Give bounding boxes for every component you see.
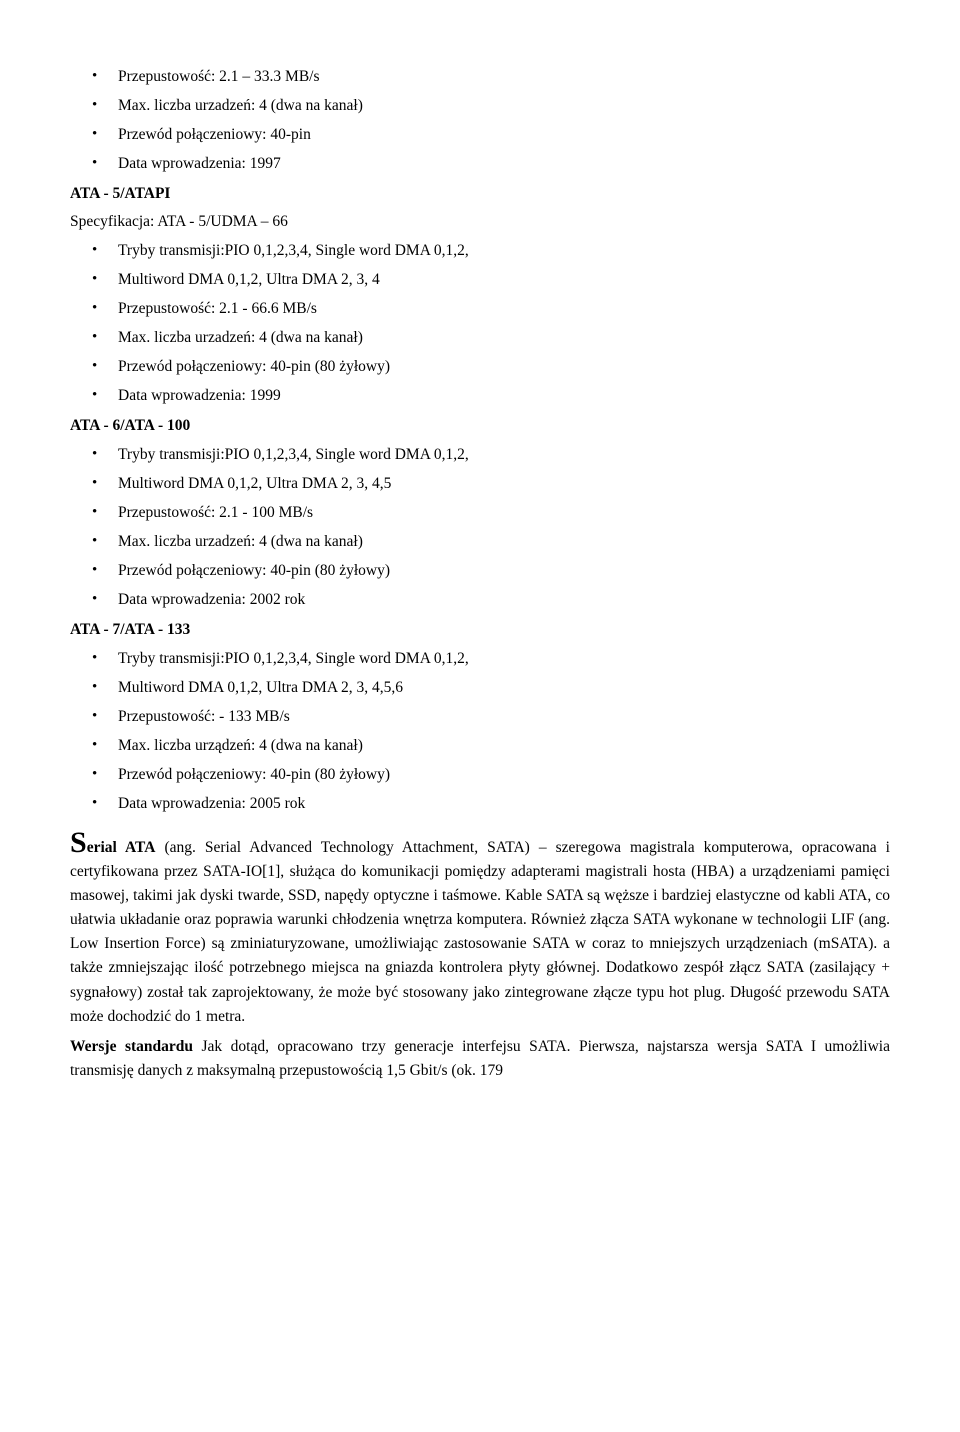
- list-item: Przepustowość: 2.1 – 33.3 MB/s: [70, 65, 890, 89]
- list-item: Przewód połączeniowy: 40-pin: [70, 123, 890, 147]
- list-item: Data wprowadzenia: 1999: [70, 384, 890, 408]
- list-item: Przewód połączeniowy: 40-pin (80 żyłowy): [70, 763, 890, 787]
- ata7-list: Tryby transmisji:PIO 0,1,2,3,4, Single w…: [70, 647, 890, 816]
- list-item: Tryby transmisji:PIO 0,1,2,3,4, Single w…: [70, 647, 890, 671]
- serial-ata-paragraph: Serial ATA (ang. Serial Advanced Technol…: [70, 828, 890, 1028]
- ata6-list: Tryby transmisji:PIO 0,1,2,3,4, Single w…: [70, 443, 890, 612]
- serial-ata-heading-rest: erial ATA: [87, 839, 156, 856]
- list-item: Max. liczba urzadzeń: 4 (dwa na kanał): [70, 94, 890, 118]
- ata6-heading: ATA - 6/ATA - 100: [70, 414, 890, 438]
- list-item: Tryby transmisji:PIO 0,1,2,3,4, Single w…: [70, 239, 890, 263]
- serial-ata-body: (ang. Serial Advanced Technology Attachm…: [70, 839, 890, 1024]
- list-item: Multiword DMA 0,1,2, Ultra DMA 2, 3, 4,5: [70, 472, 890, 496]
- list-item: Max. liczba urzadzeń: 4 (dwa na kanał): [70, 326, 890, 350]
- ata5-list: Tryby transmisji:PIO 0,1,2,3,4, Single w…: [70, 239, 890, 408]
- list-item: Przepustowość: - 133 MB/s: [70, 705, 890, 729]
- list-item: Max. liczba urzadzeń: 4 (dwa na kanał): [70, 530, 890, 554]
- list-item: Multiword DMA 0,1,2, Ultra DMA 2, 3, 4: [70, 268, 890, 292]
- list-item: Przepustowość: 2.1 - 100 MB/s: [70, 501, 890, 525]
- list-item: Przepustowość: 2.1 - 66.6 MB/s: [70, 297, 890, 321]
- wersje-paragraph: Wersje standardu Jak dotąd, opracowano t…: [70, 1035, 890, 1083]
- ata5-spec: Specyfikacja: ATA - 5/UDMA – 66: [70, 210, 890, 234]
- list-item: Data wprowadzenia: 2005 rok: [70, 792, 890, 816]
- list-item: Przewód połączeniowy: 40-pin (80 żyłowy): [70, 559, 890, 583]
- list-item: Data wprowadzenia: 2002 rok: [70, 588, 890, 612]
- ata7-heading: ATA - 7/ATA - 133: [70, 618, 890, 642]
- serial-ata-dropcap: S: [70, 826, 87, 859]
- list-item: Przewód połączeniowy: 40-pin (80 żyłowy): [70, 355, 890, 379]
- prev-list: Przepustowość: 2.1 – 33.3 MB/s Max. licz…: [70, 65, 890, 176]
- wersje-body: Jak dotąd, opracowano trzy generacje int…: [70, 1038, 890, 1079]
- ata5-heading: ATA - 5/ATAPI: [70, 182, 890, 206]
- list-item: Max. liczba urządzeń: 4 (dwa na kanał): [70, 734, 890, 758]
- list-item: Tryby transmisji:PIO 0,1,2,3,4, Single w…: [70, 443, 890, 467]
- list-item: Data wprowadzenia: 1997: [70, 152, 890, 176]
- list-item: Multiword DMA 0,1,2, Ultra DMA 2, 3, 4,5…: [70, 676, 890, 700]
- wersje-heading: Wersje standardu: [70, 1038, 193, 1055]
